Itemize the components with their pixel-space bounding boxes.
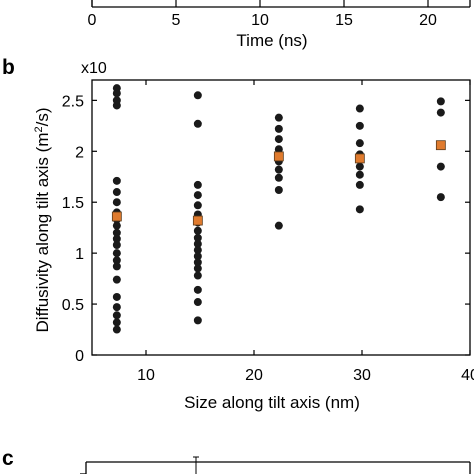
y-tick-label: 0 [75, 348, 84, 365]
data-point [355, 180, 364, 189]
data-point [112, 188, 121, 197]
y-tick-label: 0.5 [62, 297, 84, 314]
plot-frame [91, 79, 471, 356]
data-point [436, 108, 445, 117]
y-tick-label: 2.5 [62, 93, 84, 110]
y-axis-label-superscript: 2 [33, 126, 45, 132]
x-tick-label: 20 [245, 367, 263, 384]
data-point [112, 292, 121, 301]
y-multiplier-label: x10 [81, 60, 107, 77]
x-tick-label: 10 [137, 367, 155, 384]
data-point [274, 145, 283, 154]
data-point [193, 233, 202, 242]
data-point [436, 162, 445, 171]
y-tick-label: 1 [75, 246, 84, 263]
data-point [112, 303, 121, 312]
panel-label-c: c [2, 447, 14, 470]
data-point [112, 176, 121, 185]
data-point [112, 234, 121, 243]
data-point [355, 205, 364, 214]
top-panel-x-ticks: 0 5 10 15 20 [88, 0, 437, 29]
data-point [274, 221, 283, 230]
data-point [355, 162, 364, 171]
top-panel-x-tick-label: 15 [335, 12, 353, 29]
mean-marker [192, 215, 203, 226]
top-panel-x-tick-label: 10 [251, 12, 269, 29]
data-point [112, 89, 121, 98]
data-point [274, 124, 283, 133]
data-point [193, 246, 202, 255]
data-point [193, 252, 202, 261]
data-point [193, 239, 202, 248]
top-panel-x-tick-label: 20 [419, 12, 437, 29]
data-point [112, 325, 121, 334]
data-point [274, 135, 283, 144]
data-point [112, 311, 121, 320]
top-panel: 0 5 10 15 20 Time (ns) [88, 0, 471, 50]
x-axis-ticks: 10 20 30 40 [137, 80, 474, 384]
data-point [112, 318, 121, 327]
data-point [193, 191, 202, 200]
x-tick-label: 40 [461, 367, 474, 384]
data-point [355, 104, 364, 113]
data-point [112, 241, 121, 249]
data-point [436, 193, 445, 202]
data-point [193, 119, 202, 128]
panel-label-b: b [2, 56, 15, 79]
data-point [112, 262, 121, 271]
data-point [436, 97, 445, 106]
y-axis-ticks: 0 0.5 1 1.5 2 2.5 [62, 93, 470, 365]
top-panel-x-tick-label: 5 [172, 12, 181, 29]
y-axis-label: Diffusivity along tilt axis (m2/s) [33, 108, 52, 333]
data-point [274, 186, 283, 194]
y-tick-label: 2 [75, 144, 84, 161]
data-point [193, 258, 202, 267]
panel-c-frame [80, 456, 471, 474]
data-point [112, 198, 121, 207]
scatter-plot: 0 0.5 1 1.5 2 2.5 10 20 30 40 [62, 79, 474, 384]
mean-marker [435, 140, 446, 151]
data-point [112, 221, 121, 230]
top-panel-x-axis-label: Time (ns) [236, 31, 307, 50]
data-point [193, 180, 202, 189]
mean-markers [111, 140, 446, 226]
mean-marker [273, 151, 284, 162]
top-panel-x-tick-label: 0 [88, 12, 97, 29]
data-point [193, 316, 202, 325]
data-point [193, 271, 202, 280]
data-point [193, 226, 202, 235]
data-point [355, 121, 364, 130]
data-point [112, 256, 121, 265]
data-point [112, 101, 121, 110]
data-points [112, 84, 445, 334]
data-point [112, 249, 121, 258]
x-axis-label: Size along tilt axis (nm) [184, 393, 360, 412]
data-point [274, 113, 283, 122]
y-axis-label-end: /s) [33, 108, 52, 127]
y-axis-label-main: Diffusivity along tilt axis (m [33, 133, 52, 333]
mean-marker [354, 153, 365, 164]
data-point [193, 298, 202, 307]
data-point [274, 165, 283, 174]
mean-marker [111, 211, 122, 222]
data-point [193, 285, 202, 294]
data-point [274, 173, 283, 182]
data-point [112, 275, 121, 284]
data-point [112, 228, 121, 237]
data-point [193, 201, 202, 210]
data-point [355, 139, 364, 148]
data-point [193, 91, 202, 100]
data-point [193, 264, 202, 273]
data-point [355, 170, 364, 179]
x-tick-label: 30 [353, 367, 371, 384]
y-tick-label: 1.5 [62, 195, 84, 212]
